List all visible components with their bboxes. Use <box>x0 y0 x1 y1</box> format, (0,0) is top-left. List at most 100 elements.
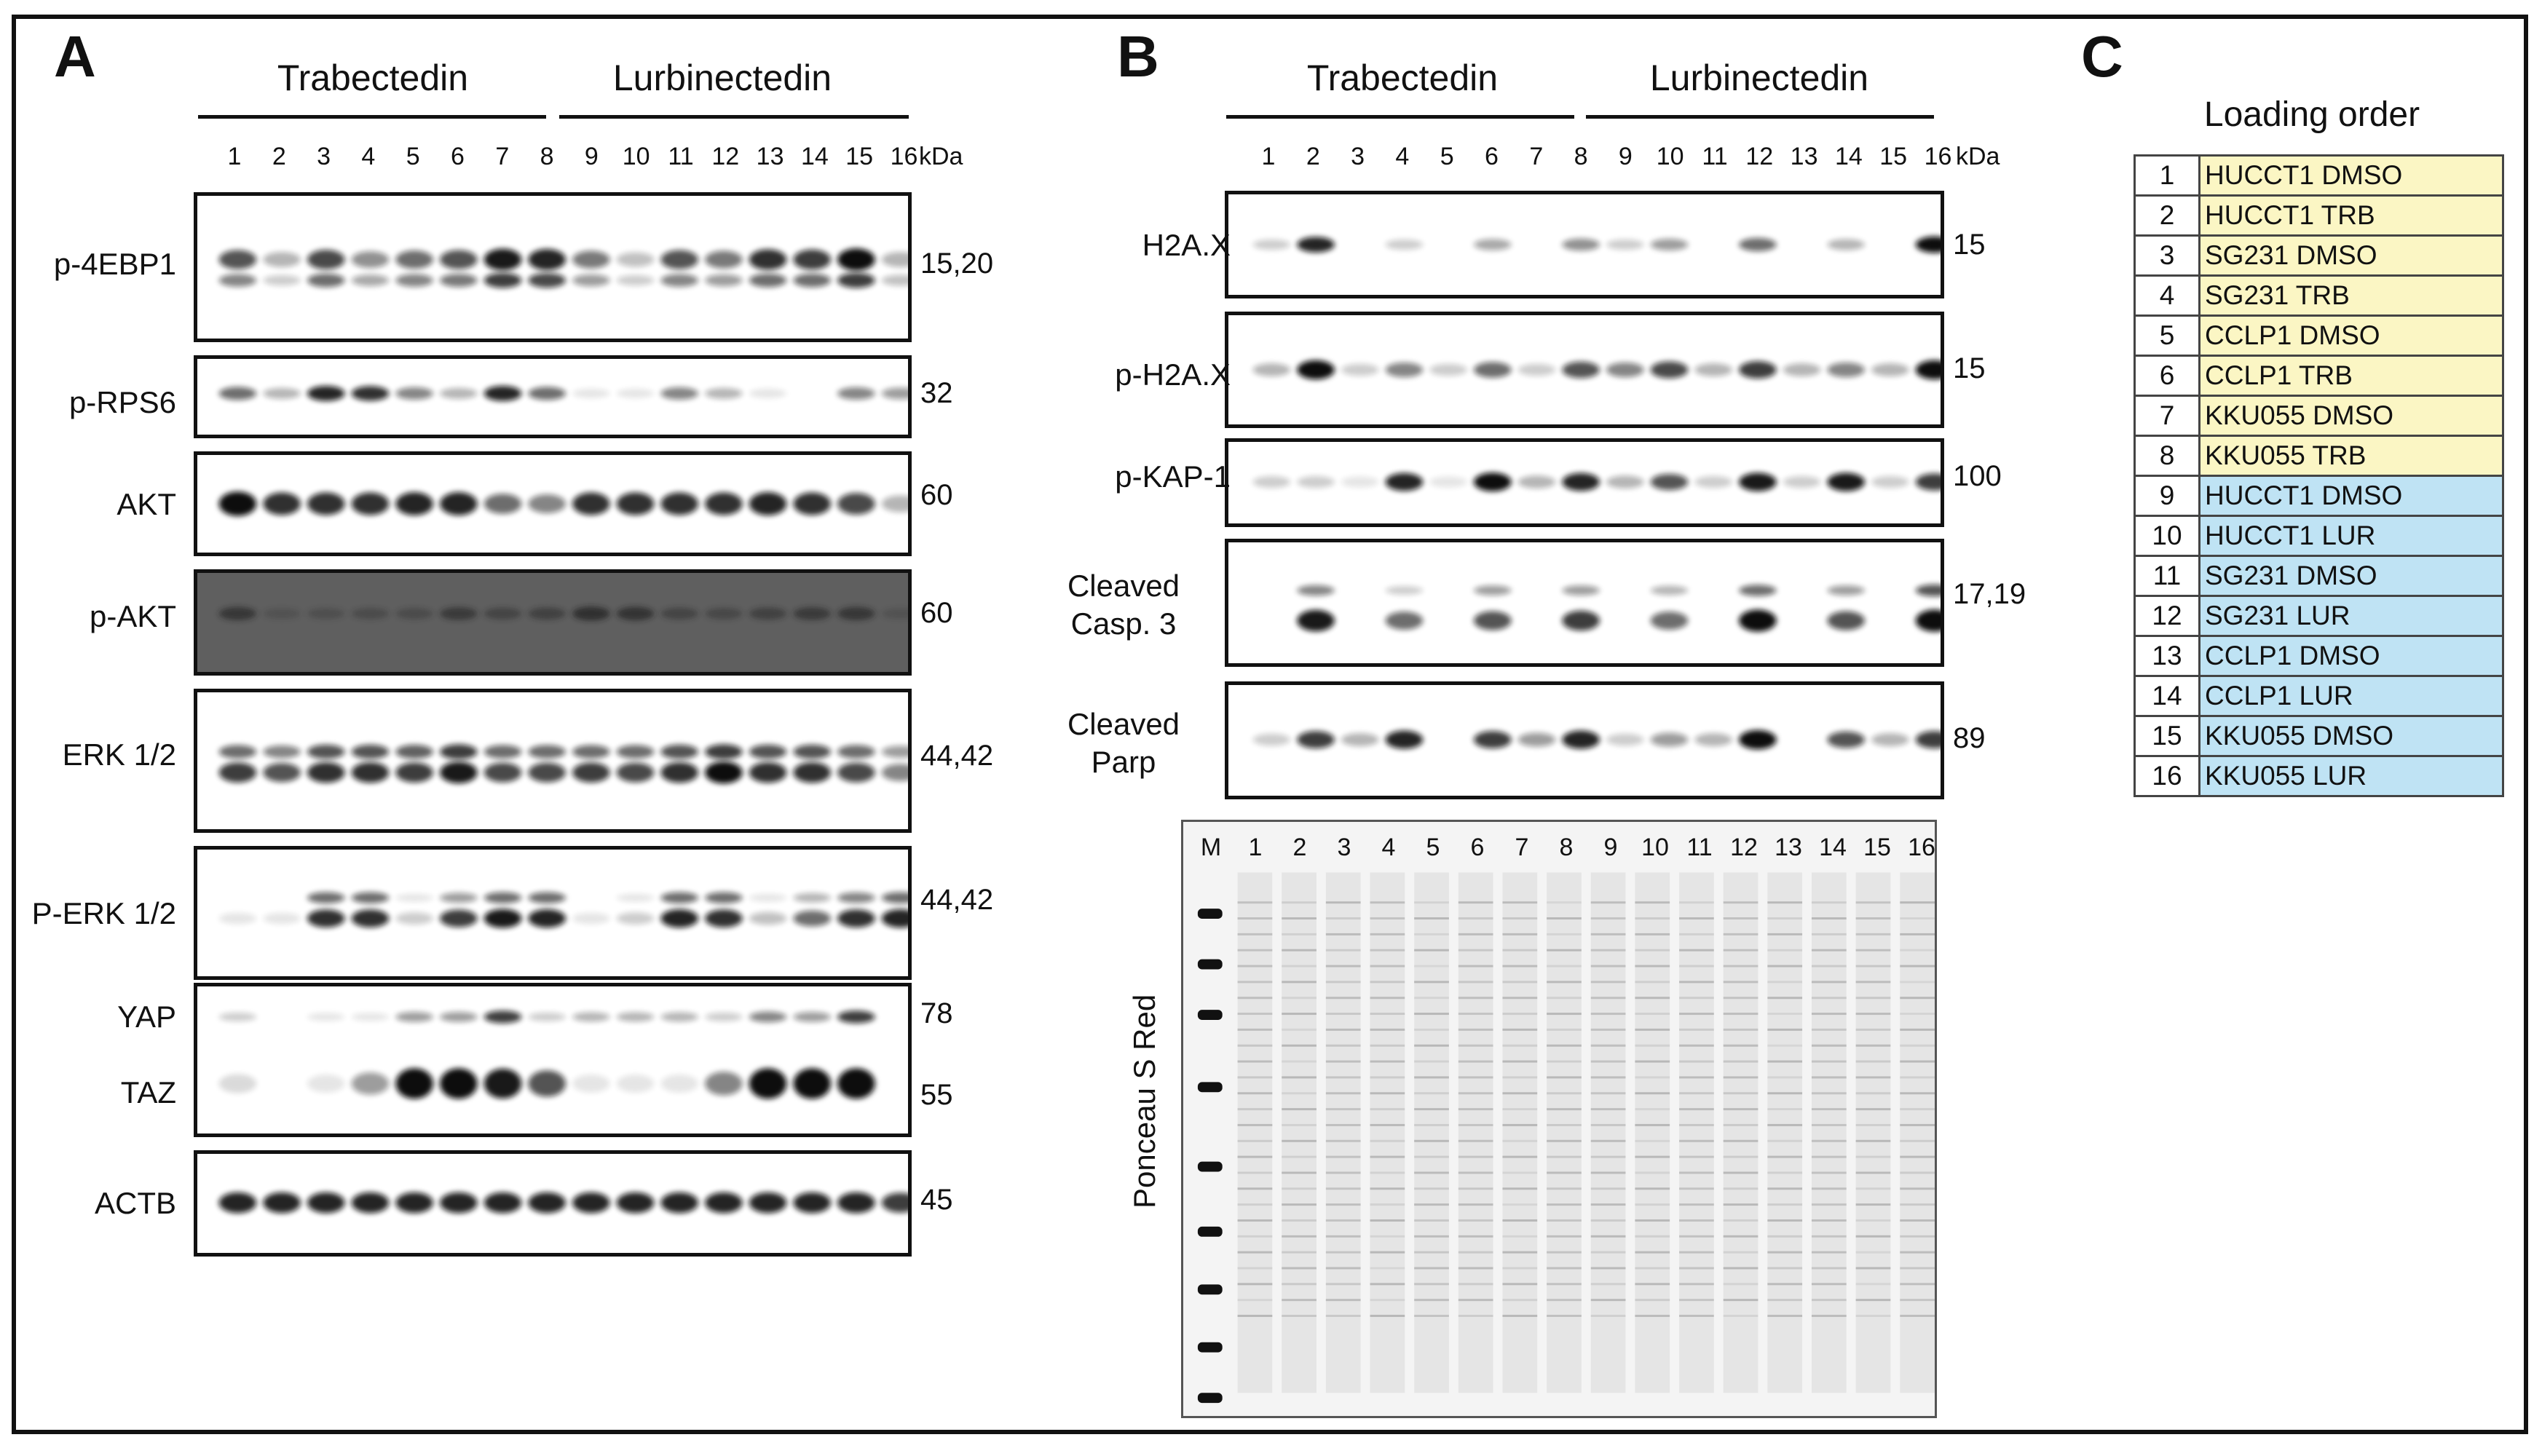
ponceau-band <box>1458 1092 1493 1095</box>
p-h2a-x-band <box>1606 362 1644 378</box>
blot-akt <box>194 451 912 556</box>
ponceau-band <box>1502 949 1538 951</box>
ponceau-band <box>1325 1076 1361 1079</box>
blot-label-p-4ebp1: p-4EBP1 <box>53 247 176 281</box>
blot-label-p-rps6: p-RPS6 <box>68 385 176 419</box>
p-erk-band <box>793 910 831 927</box>
p-rps6-band <box>660 387 698 400</box>
ponceau-band <box>1723 1171 1759 1174</box>
p-erk-band <box>705 909 743 927</box>
ponceau-lane-smear <box>1325 872 1361 1393</box>
kda-h2a-x: 15 <box>1953 229 1986 261</box>
p-4ebp1-band <box>837 248 875 271</box>
ponceau-band <box>1679 1155 1714 1158</box>
ponceau-band <box>1855 1139 1891 1142</box>
p-4ebp1-band <box>263 252 301 267</box>
ponceau-band <box>1679 949 1714 951</box>
kda-erk-1-2: 44,42 <box>920 740 994 772</box>
ponceau-band <box>1325 1028 1361 1031</box>
ponceau-band <box>1723 1267 1759 1270</box>
ponceau-band <box>1811 1299 1847 1302</box>
ponceau-band <box>1414 1315 1449 1317</box>
ponceau-lane-smear <box>1723 872 1759 1393</box>
ponceau-band <box>1370 1267 1405 1270</box>
ponceau-band <box>1900 1139 1935 1142</box>
ponceau-band <box>1723 1235 1759 1238</box>
erk-band <box>837 745 875 759</box>
ponceau-band <box>1282 1251 1317 1254</box>
ponceau-band <box>1458 1108 1493 1111</box>
p-rps6-band <box>528 387 566 400</box>
ponceau-band <box>1723 981 1759 984</box>
ponceau-band <box>1458 1044 1493 1047</box>
ponceau-band <box>1282 1060 1317 1063</box>
panel-b-lane-3: 3 <box>1351 143 1365 170</box>
yap-taz-band <box>307 1013 345 1021</box>
p-erk-band <box>483 909 522 928</box>
ponceau-band <box>1502 1267 1538 1270</box>
ponceau-band <box>1723 1251 1759 1254</box>
ponceau-band <box>1767 1299 1803 1302</box>
ponceau-band <box>1723 1108 1759 1111</box>
ponceau-lane-smear <box>1370 872 1405 1393</box>
p-erk-band <box>616 912 655 925</box>
ponceau-band <box>1679 1203 1714 1206</box>
ponceau-band <box>1414 1123 1449 1126</box>
panel-b-lane-16: 16 <box>1924 143 1952 170</box>
ponceau-gel: M 1 2 3 4 5 6 7 8 9 10 11 12 13 14 15 16 <box>1181 820 1937 1418</box>
ponceau-band <box>1325 1139 1361 1142</box>
kda-taz: 55 <box>920 1079 953 1111</box>
kda-akt: 60 <box>920 479 953 511</box>
blot-label-taz: TAZ <box>120 1075 176 1109</box>
loading-order-row: 1 HUCCT1 DMSO <box>2134 154 2504 197</box>
ponceau-band <box>1502 981 1538 984</box>
ponceau-band <box>1590 917 1626 920</box>
loading-order-sample: CCLP1 DMSO <box>2198 314 2504 357</box>
ponceau-lane-smear <box>1237 872 1273 1393</box>
kda-p-4ebp1: 15,20 <box>920 248 994 280</box>
ponceau-band <box>1855 1171 1891 1174</box>
panel-b-lane-13: 13 <box>1790 143 1818 170</box>
p-erk-band <box>528 909 566 928</box>
ponceau-band <box>1635 1076 1670 1079</box>
ponceau-band <box>1635 949 1670 951</box>
p-kap-1-band <box>1341 476 1379 488</box>
erk-band <box>351 761 390 783</box>
akt-band <box>572 492 610 515</box>
kda-p-rps6: 32 <box>920 377 953 409</box>
ponceau-band <box>1458 1028 1493 1031</box>
ponceau-band <box>1635 901 1670 904</box>
p-4ebp1-band <box>263 274 301 286</box>
yap-taz-band <box>837 1010 875 1024</box>
actb-band <box>307 1192 345 1214</box>
kda-p-h2a-x: 15 <box>1953 352 1986 384</box>
panel-b-lane-2: 2 <box>1306 143 1320 170</box>
ponceau-band <box>1414 1235 1449 1238</box>
ponceau-band <box>1370 933 1405 935</box>
ponceau-band <box>1723 933 1759 935</box>
p-akt-band <box>263 608 301 620</box>
ponceau-band <box>1900 1076 1935 1079</box>
cleaved-casp3-band <box>1385 612 1424 630</box>
ponceau-band <box>1855 1235 1891 1238</box>
yap-taz-band <box>351 1072 390 1095</box>
ponceau-band <box>1590 981 1626 984</box>
ponceau-band <box>1590 1013 1626 1016</box>
ponceau-band <box>1370 1013 1405 1016</box>
ponceau-band <box>1547 1187 1582 1190</box>
ponceau-band <box>1237 1155 1273 1158</box>
ponceau-band <box>1282 1299 1317 1302</box>
cleaved-parp-band <box>1827 731 1865 748</box>
ponceau-band <box>1282 1171 1317 1174</box>
ponceau-band <box>1237 1283 1273 1286</box>
ponceau-band <box>1370 1251 1405 1254</box>
ponceau-lane-smear <box>1590 872 1626 1393</box>
panel-b-lane-4: 4 <box>1395 143 1410 170</box>
loading-order-sample: KKU055 DMSO <box>2198 715 2504 757</box>
ponceau-band <box>1723 1092 1759 1095</box>
cleaved-parp-band <box>1915 731 1941 749</box>
yap-taz-band <box>218 1074 257 1093</box>
ponceau-band <box>1370 1123 1405 1126</box>
ponceau-band <box>1590 1076 1626 1079</box>
ponceau-band <box>1723 1299 1759 1302</box>
